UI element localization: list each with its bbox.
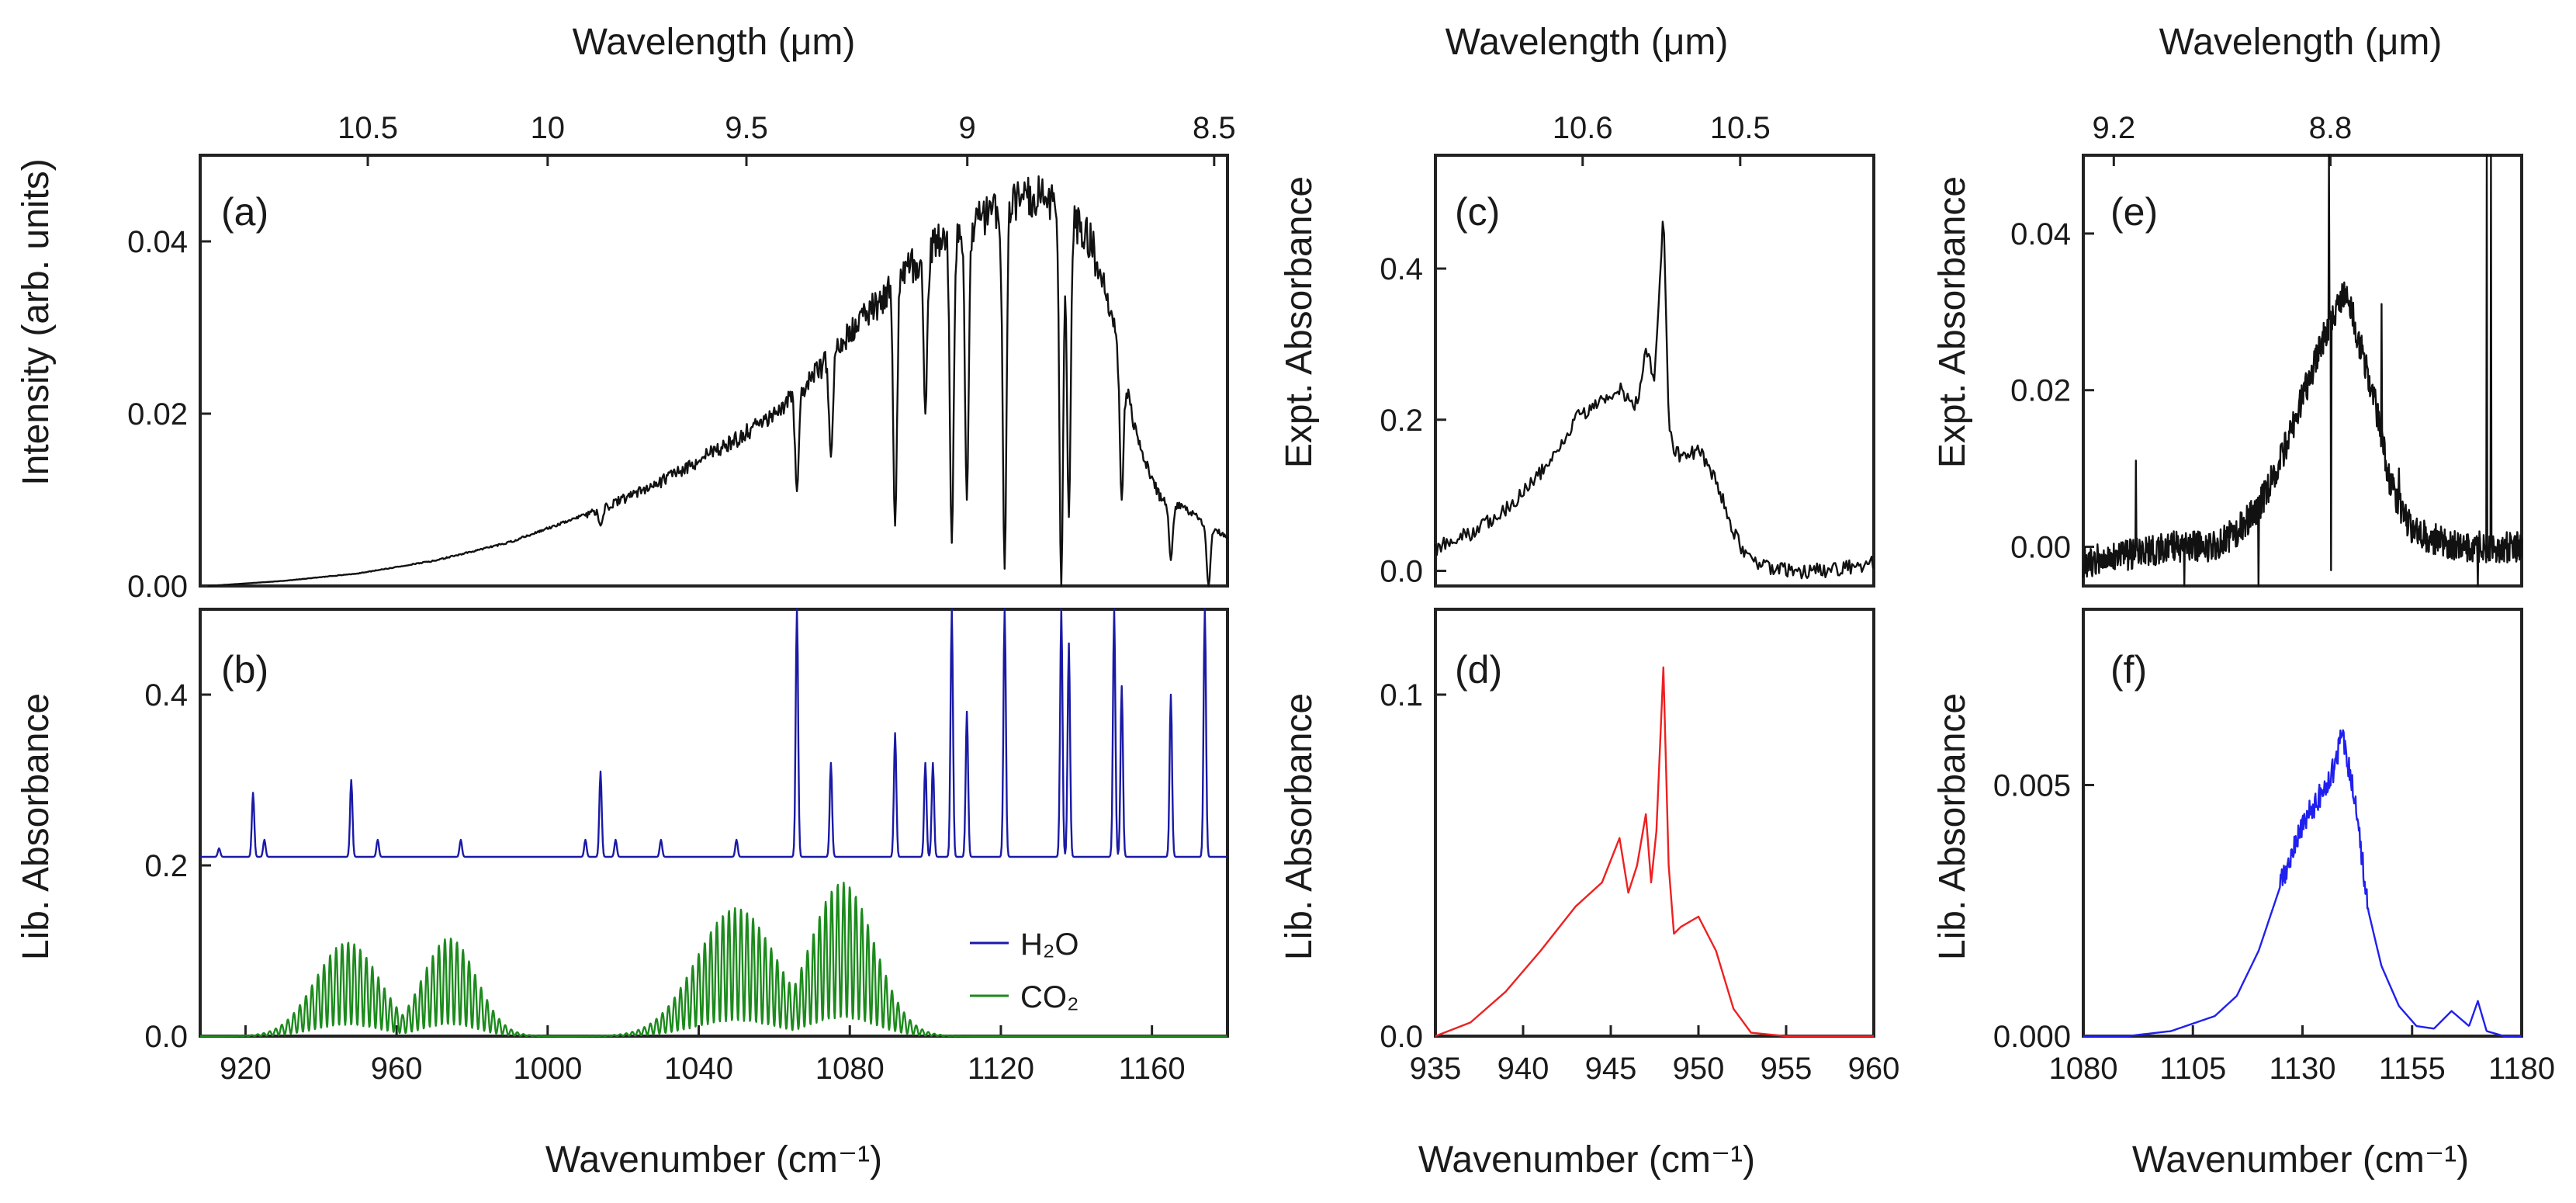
panel-label-a: (a) xyxy=(221,190,268,234)
ylabel-a: Intensity (arb. units) xyxy=(16,158,57,486)
plot-frame-b xyxy=(199,608,1229,1038)
ytick-label-b: 0.2 xyxy=(144,849,188,883)
ylabel-f: Lib. Absorbance xyxy=(1932,693,1973,960)
panel-label-f: (f) xyxy=(2110,648,2147,692)
legend-label-co2: CO₂ xyxy=(1020,980,1079,1014)
ytick-label-e: 0.00 xyxy=(2010,531,2071,565)
ytick-label-c: 0.2 xyxy=(1380,404,1423,438)
xtick-label-b: 1000 xyxy=(513,1052,582,1086)
ytick-label-c: 0.4 xyxy=(1380,252,1423,286)
ytick-label-d: 0.1 xyxy=(1380,678,1423,712)
xtick-label-d: 950 xyxy=(1673,1052,1725,1086)
expt-absorbance-line-e xyxy=(2082,154,2522,588)
ytick-label-e: 0.02 xyxy=(2010,374,2071,408)
xtick-label-f: 1180 xyxy=(2488,1052,2555,1086)
top-xlabel-e: Wavelength (μm) xyxy=(2159,22,2443,63)
xtick-label-f: 1080 xyxy=(2049,1052,2118,1086)
panel-label-d: (d) xyxy=(1455,648,1502,692)
top-tick-label-a: 10.5 xyxy=(338,111,398,145)
lib-absorbance-line-d xyxy=(1435,666,1874,1038)
xtick-label-d: 945 xyxy=(1585,1052,1637,1086)
ytick-label-f: 0.000 xyxy=(1993,1020,2071,1054)
lib-absorbance-line-f xyxy=(2083,729,2522,1038)
xlabel-b: Wavenumber (cm⁻¹) xyxy=(545,1139,882,1180)
xtick-label-f: 1130 xyxy=(2269,1052,2335,1086)
plot-frame-e xyxy=(2082,154,2523,588)
plot-frame-d xyxy=(1434,608,1875,1038)
xtick-label-d: 940 xyxy=(1497,1052,1549,1086)
co2-line xyxy=(199,881,1228,1038)
ytick-label-b: 0.4 xyxy=(144,678,188,712)
ytick-label-e: 0.04 xyxy=(2010,217,2071,251)
ytick-label-c: 0.0 xyxy=(1380,555,1423,589)
ylabel-b: Lib. Absorbance xyxy=(16,693,57,960)
legend-label-h2o: H₂O xyxy=(1020,927,1079,962)
top-tick-label-e: 9.2 xyxy=(2092,111,2135,145)
xtick-label-f: 1155 xyxy=(2379,1052,2446,1086)
xtick-label-b: 960 xyxy=(371,1052,423,1086)
h2o-line xyxy=(199,608,1227,858)
expt-absorbance-line-c xyxy=(1434,220,1875,580)
xlabel-d: Wavenumber (cm⁻¹) xyxy=(1418,1139,1755,1180)
panel-label-c: (c) xyxy=(1455,190,1500,234)
xtick-label-f: 1105 xyxy=(2159,1052,2226,1086)
top-tick-label-a: 9 xyxy=(959,111,976,145)
top-tick-label-c: 10.6 xyxy=(1553,111,1613,145)
xtick-label-b: 1160 xyxy=(1119,1052,1186,1086)
ylabel-e: Expt. Absorbance xyxy=(1932,176,1973,468)
ylabel-c: Expt. Absorbance xyxy=(1279,176,1320,468)
xtick-label-b: 920 xyxy=(220,1052,272,1086)
ytick-label-f: 0.005 xyxy=(1993,768,2071,803)
xlabel-f: Wavenumber (cm⁻¹) xyxy=(2132,1139,2469,1180)
top-tick-label-a: 8.5 xyxy=(1193,111,1236,145)
ytick-label-d: 0.0 xyxy=(1380,1020,1423,1054)
top-tick-label-a: 9.5 xyxy=(725,111,768,145)
top-xlabel-a: Wavelength (μm) xyxy=(573,22,856,63)
top-tick-label-c: 10.5 xyxy=(1710,111,1771,145)
panel-label-e: (e) xyxy=(2110,190,2158,234)
xtick-label-d: 935 xyxy=(1410,1052,1462,1086)
panel-label-b: (b) xyxy=(221,648,268,692)
xtick-label-d: 960 xyxy=(1848,1052,1900,1086)
ytick-label-a: 0.02 xyxy=(127,397,188,432)
ytick-label-b: 0.0 xyxy=(144,1020,188,1054)
xtick-label-b: 1040 xyxy=(664,1052,733,1086)
xtick-label-d: 955 xyxy=(1761,1052,1813,1086)
xtick-label-b: 1080 xyxy=(815,1052,885,1086)
top-tick-label-a: 10 xyxy=(531,111,566,145)
ytick-label-a: 0.00 xyxy=(127,570,188,604)
plot-frame-a xyxy=(199,154,1229,588)
legend-b: H₂O CO₂ xyxy=(970,927,1079,1014)
top-xlabel-c: Wavelength (μm) xyxy=(1446,22,1729,63)
ytick-label-a: 0.04 xyxy=(127,225,188,259)
intensity-line xyxy=(207,175,1229,588)
xtick-label-b: 1120 xyxy=(968,1052,1034,1086)
ylabel-d: Lib. Absorbance xyxy=(1279,693,1320,960)
top-tick-label-e: 8.8 xyxy=(2309,111,2353,145)
plot-frame-c xyxy=(1434,154,1875,588)
